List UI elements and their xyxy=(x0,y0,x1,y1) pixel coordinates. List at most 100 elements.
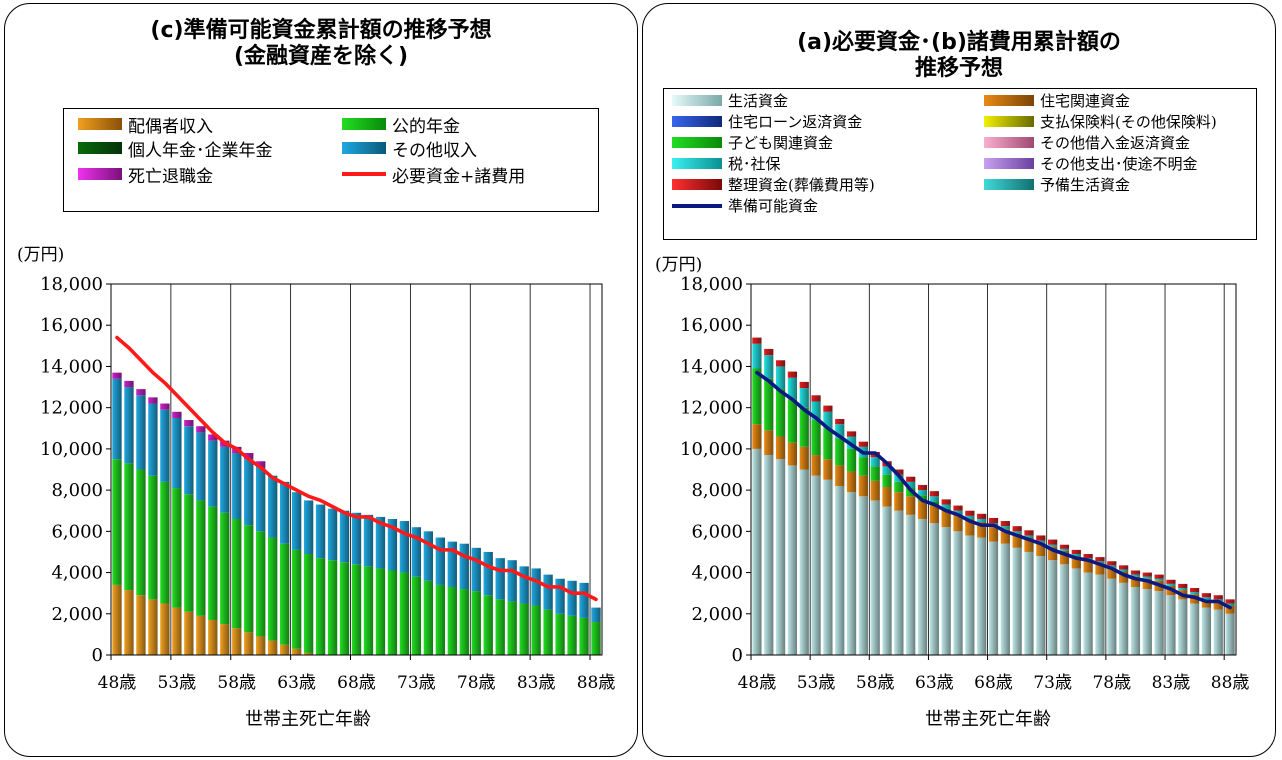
bar-segment xyxy=(1142,572,1152,577)
y-tick-label: 0 xyxy=(732,645,743,666)
bar-segment xyxy=(1178,588,1188,591)
bar-segment xyxy=(447,541,457,587)
bar-segment xyxy=(256,636,266,655)
bar-segment xyxy=(858,457,868,476)
x-tick-label: 78歳 xyxy=(1092,673,1131,693)
bar-segment xyxy=(483,595,493,655)
bar-segment xyxy=(148,475,158,600)
legend-label: その他支出･使途不明金 xyxy=(1040,155,1198,173)
bar-segment xyxy=(906,514,916,655)
bar-segment xyxy=(929,496,939,502)
bar-segment xyxy=(977,522,987,538)
y-tick-label: 10,000 xyxy=(680,439,743,460)
bar-chart-right: 世帯主死亡年齢 0 2,000 4,000 6,000 8,000 10,000 12,00… xyxy=(680,274,1249,730)
x-tick-label: 48歳 xyxy=(98,673,137,693)
bar-segment xyxy=(220,512,230,625)
bar-segment xyxy=(1048,546,1058,561)
bar-segment xyxy=(1107,578,1117,655)
y-tick-label: 8,000 xyxy=(51,480,103,501)
bar-segment xyxy=(291,492,302,550)
bar-segment xyxy=(1048,560,1058,655)
bar-segment xyxy=(136,389,146,396)
bar-segment xyxy=(172,417,182,489)
bar-segment xyxy=(752,337,762,344)
bar-segment xyxy=(1201,607,1212,655)
bar-segment xyxy=(823,479,833,655)
bar-segment xyxy=(1095,561,1105,564)
legend-label: 支払保険料(その他保険料) xyxy=(1040,113,1217,131)
bar-segment xyxy=(823,405,833,412)
legend-item: その他借入金返済資金 xyxy=(984,132,1190,153)
bar-segment xyxy=(351,564,362,655)
y-tick-label: 6,000 xyxy=(51,521,103,542)
bar-segment xyxy=(965,510,975,516)
bar-segment xyxy=(172,488,182,608)
bar-segment xyxy=(1071,568,1081,655)
y-tick-label: 14,000 xyxy=(40,356,103,377)
bar-segment xyxy=(1225,605,1235,614)
bar-segment xyxy=(846,431,857,437)
chart-legend: 配偶者収入 公的年金 個人年金･企業年金 その他収入 死亡退職金 必要資金+諸費… xyxy=(63,108,599,212)
bar-segment xyxy=(1107,561,1117,566)
legend-swatch xyxy=(672,179,722,190)
bar-segment xyxy=(965,515,975,519)
bar-segment xyxy=(1213,595,1223,600)
bar-segment xyxy=(894,469,904,475)
bar-segment xyxy=(339,510,350,563)
bar-segment xyxy=(148,397,158,404)
y-tick-label: 12,000 xyxy=(40,398,103,419)
bar-segment xyxy=(811,420,821,456)
bar-segment xyxy=(906,476,916,482)
bar-segment xyxy=(244,459,254,526)
bar-segment xyxy=(799,388,809,408)
bar-segment xyxy=(941,527,951,655)
bar-segment xyxy=(567,615,577,655)
bar-segment xyxy=(1178,599,1188,655)
bar-segment xyxy=(256,467,266,532)
bar-segment xyxy=(977,513,987,519)
y-tick-label: 6,000 xyxy=(691,521,743,542)
legend-label: 予備生活資金 xyxy=(1040,176,1131,194)
bar-segment xyxy=(764,348,774,356)
bar-segment xyxy=(399,521,410,573)
legend-label: その他借入金返済資金 xyxy=(1040,134,1191,152)
chart-legend: 生活資金 住宅関連資金 住宅ローン返済資金 支払保険料(その他保険料) 子ども関… xyxy=(663,88,1257,240)
legend-label: 準備可能資金 xyxy=(728,197,819,215)
x-tick-label: 68歳 xyxy=(974,673,1013,693)
bar-segment xyxy=(507,601,517,655)
bar-segment xyxy=(953,531,963,655)
bar-segment xyxy=(208,440,218,507)
bar-segment xyxy=(752,368,762,425)
bar-segment xyxy=(1154,591,1164,655)
bar-segment xyxy=(882,474,892,488)
bar-segment xyxy=(1107,567,1117,579)
bar-segment xyxy=(1130,586,1141,655)
bar-segment xyxy=(870,480,880,501)
bar-segment xyxy=(363,514,374,567)
bar-segment xyxy=(882,487,892,507)
bar-segment xyxy=(858,441,868,447)
bar-segment xyxy=(1095,557,1105,562)
x-tick-label: 78歳 xyxy=(457,673,496,693)
bar-segment xyxy=(579,582,589,618)
bar-segment xyxy=(1166,579,1176,584)
bar-segment xyxy=(764,430,774,456)
bar-segment xyxy=(846,492,857,655)
bar-segment xyxy=(823,459,833,480)
bar-segment xyxy=(291,549,302,649)
bar-segment xyxy=(965,535,975,655)
bar-segment xyxy=(208,619,218,655)
bar-segment xyxy=(124,590,134,655)
bar-segment xyxy=(1119,571,1129,583)
bar-segment xyxy=(1189,592,1200,595)
bar-segment xyxy=(917,490,928,496)
bar-segment xyxy=(136,395,146,470)
x-tick-label: 73歳 xyxy=(397,673,436,693)
y-tick-label: 16,000 xyxy=(680,315,743,336)
bar-segment xyxy=(752,448,762,655)
bar-segment xyxy=(232,453,242,519)
legend-item: 個人年金･企業年金 xyxy=(78,137,273,161)
bar-segment xyxy=(775,459,786,655)
legend-swatch xyxy=(342,142,386,154)
bar-segment xyxy=(555,613,565,655)
